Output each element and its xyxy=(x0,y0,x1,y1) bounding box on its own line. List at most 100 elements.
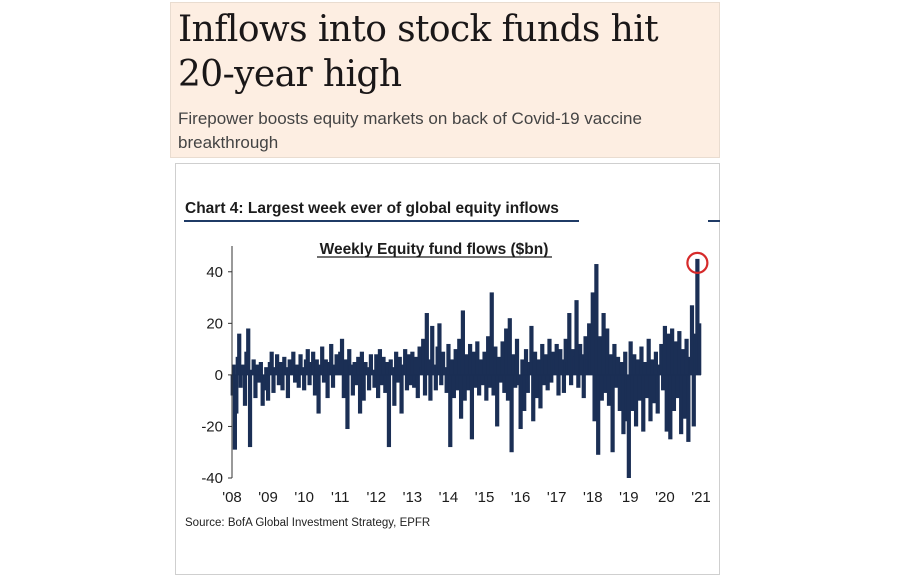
bar xyxy=(230,374,235,396)
bar xyxy=(606,374,612,406)
bar xyxy=(269,351,274,375)
bar xyxy=(532,351,538,375)
bar xyxy=(422,374,428,396)
x-tick-label: '21 xyxy=(691,489,711,506)
bar xyxy=(440,351,446,375)
bar xyxy=(697,323,702,375)
x-tick-label: '18 xyxy=(583,489,603,506)
bar xyxy=(300,367,305,375)
bar xyxy=(457,338,462,375)
bar xyxy=(509,374,514,453)
bar xyxy=(617,374,622,411)
bar xyxy=(529,325,534,375)
bar xyxy=(395,374,401,383)
bar xyxy=(633,374,639,427)
bars-layer xyxy=(230,258,702,478)
bar xyxy=(298,354,303,375)
bar xyxy=(596,374,601,455)
bar xyxy=(518,374,523,430)
bar xyxy=(475,341,480,375)
bar xyxy=(641,374,646,432)
bar xyxy=(334,354,339,375)
headline-card: Inflows into stock funds hit 20-year hig… xyxy=(170,2,720,158)
bar xyxy=(531,374,536,422)
bar xyxy=(464,354,469,375)
y-tick-label: 20 xyxy=(206,315,223,332)
bar xyxy=(496,356,502,375)
bar xyxy=(623,351,628,375)
bar xyxy=(458,374,464,419)
bar xyxy=(256,374,262,383)
bar xyxy=(680,349,686,375)
bar xyxy=(282,356,287,375)
bar xyxy=(639,346,644,375)
chart-title: Weekly Equity fund flows ($bn) xyxy=(320,241,549,258)
bar xyxy=(383,374,388,393)
bar xyxy=(412,374,417,388)
x-tick-label: '10 xyxy=(294,489,314,506)
bar xyxy=(554,343,559,375)
bar xyxy=(352,362,357,375)
bar xyxy=(366,374,372,391)
bar xyxy=(397,356,402,375)
bar xyxy=(612,343,617,375)
bar xyxy=(381,356,386,375)
bar xyxy=(484,374,489,401)
bar xyxy=(426,359,431,375)
y-tick-label: -40 xyxy=(201,470,223,487)
bar xyxy=(469,374,475,440)
bar xyxy=(468,343,473,375)
x-tick-label: '17 xyxy=(547,489,567,506)
bar xyxy=(453,349,458,375)
bar xyxy=(394,351,399,375)
x-tick-label: '08 xyxy=(222,489,242,506)
bar xyxy=(594,264,599,375)
bar xyxy=(433,374,438,391)
bar xyxy=(505,374,511,401)
bar xyxy=(670,328,675,375)
bar xyxy=(514,338,520,375)
bar xyxy=(238,374,243,388)
bar xyxy=(275,354,280,375)
bar xyxy=(610,374,615,453)
bar xyxy=(471,351,476,375)
bar xyxy=(576,374,581,388)
bar xyxy=(368,354,373,375)
bar xyxy=(408,374,413,386)
bar xyxy=(460,310,465,375)
bar xyxy=(437,323,442,375)
source-note: Source: BofA Global Investment Strategy,… xyxy=(185,517,431,529)
bar xyxy=(648,374,653,422)
bar xyxy=(307,374,312,386)
bar xyxy=(404,374,410,391)
x-tick-label: '11 xyxy=(331,489,349,506)
bar xyxy=(549,374,554,383)
heading-rule xyxy=(184,220,579,222)
bar xyxy=(296,374,301,388)
bar xyxy=(679,374,684,435)
bar xyxy=(480,374,485,386)
bar xyxy=(314,359,319,375)
bar xyxy=(280,374,285,391)
bar xyxy=(291,351,296,375)
bar xyxy=(421,338,426,375)
bar xyxy=(538,374,543,409)
bar xyxy=(659,343,664,375)
x-tick-label: '12 xyxy=(367,489,387,506)
bar xyxy=(444,374,449,393)
bar xyxy=(302,374,307,391)
bar xyxy=(439,374,444,386)
headline-subtitle: Firepower boosts equity markets on back … xyxy=(178,109,642,152)
axes-layer xyxy=(231,246,701,478)
bar xyxy=(231,364,236,375)
bar xyxy=(477,374,482,396)
bar xyxy=(446,343,451,375)
bar xyxy=(478,359,484,375)
bar xyxy=(325,374,330,399)
bar xyxy=(413,356,419,375)
bar xyxy=(462,374,467,401)
bar xyxy=(370,369,375,375)
bar xyxy=(354,374,359,386)
bar xyxy=(507,318,512,375)
bar xyxy=(343,359,348,375)
